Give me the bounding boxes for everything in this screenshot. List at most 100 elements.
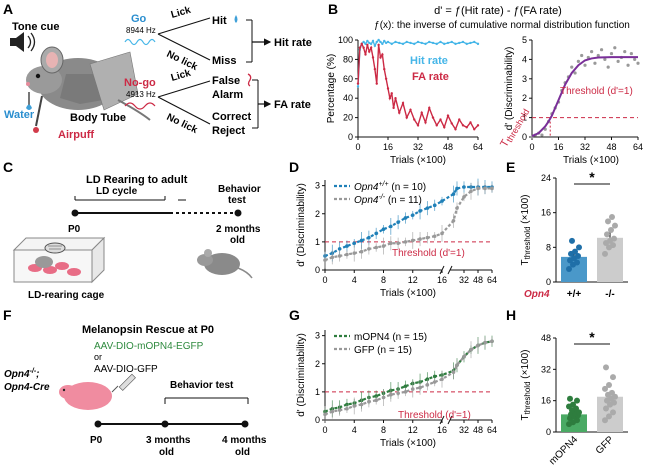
ld-rearing-cage (12, 236, 106, 284)
data-point (367, 247, 371, 251)
b2-threshold-label: Threshold (d'=1) (560, 86, 633, 97)
data-point (410, 238, 415, 243)
data-point (368, 50, 371, 53)
y-axis-label: Percentage (%) (326, 54, 337, 123)
y-tick-label: 0 (315, 415, 320, 425)
legend-entry: GFP (n = 15) (354, 345, 412, 356)
data-point (384, 77, 388, 81)
airpuff-nozzle (33, 95, 43, 133)
y-tick-label: 0 (348, 132, 353, 142)
x-tick-label: 48 (473, 425, 483, 435)
data-point (405, 40, 408, 44)
data-point (446, 114, 450, 117)
data-point (432, 234, 437, 239)
data-point (352, 404, 357, 408)
y-tick-label: 100 (338, 35, 353, 45)
data-point (373, 44, 377, 48)
data-point (606, 413, 612, 420)
y-label-sub: threshold (523, 381, 532, 414)
data-point (394, 40, 397, 44)
data-point (432, 380, 437, 384)
data-point (476, 186, 480, 191)
mouse-genotype-line2: Opn4-Cre (4, 382, 50, 393)
mouse-genotype-suffix: ; (36, 369, 39, 380)
data-point (593, 61, 597, 65)
panel-letter-h: H (506, 307, 516, 323)
data-point (570, 401, 576, 408)
y-tick-label: 16 (541, 396, 551, 406)
correct-reject-label-1: Correct (212, 111, 251, 123)
airpuff-icon (247, 73, 252, 87)
rescue-start-dot (94, 420, 102, 428)
data-point (367, 399, 371, 404)
data-point (580, 53, 584, 58)
data-point (362, 46, 365, 49)
data-point (451, 370, 456, 374)
data-point (396, 241, 400, 246)
significance-star: * (589, 169, 595, 185)
panel-letter-c: C (3, 159, 13, 175)
data-point (490, 339, 494, 344)
data-point (575, 253, 581, 259)
data-point (566, 266, 572, 272)
data-point (440, 199, 444, 203)
data-point (381, 53, 384, 56)
y-tick-label: 2 (522, 93, 527, 103)
data-point (352, 251, 357, 255)
data-point (375, 40, 378, 44)
data-point (606, 382, 612, 388)
y-tick-label: 3 (522, 74, 527, 84)
data-point (410, 213, 415, 217)
data-point (383, 39, 386, 43)
x-tick-label: 32 (459, 425, 469, 435)
data-point (356, 85, 360, 88)
chart-t-threshold-rescue: 0 16 32 48 Tthreshold (×100) mOPN4 GFP * (520, 329, 628, 466)
data-point (366, 39, 369, 43)
data-point (439, 40, 442, 44)
x-tick-label: mOPN4 (547, 434, 580, 466)
data-point (364, 42, 367, 46)
data-point (633, 57, 637, 62)
data-point (469, 121, 472, 124)
legend-n: (n = 15) (374, 345, 412, 356)
x-tick-label: 32 (580, 142, 590, 152)
data-point (455, 206, 459, 210)
data-point (469, 347, 473, 352)
data-point (476, 42, 480, 46)
nogo-waveform (124, 102, 156, 110)
data-point (392, 106, 395, 110)
x-tick-label: 32 (413, 142, 423, 152)
data-point (413, 118, 416, 121)
two-months-old-label: old (230, 235, 245, 246)
x-tick-label: 16 (553, 142, 563, 152)
mouse-genotype-line1: Opn4-/-; (4, 368, 40, 380)
data-point (425, 383, 430, 387)
x-tick-label: 16 (437, 425, 447, 435)
panel-letter-e: E (506, 159, 515, 175)
data-point (540, 133, 544, 137)
data-point (359, 402, 364, 407)
y-tick-label: 1 (315, 387, 320, 397)
rescue-end-dot (241, 420, 249, 428)
data-point (465, 126, 468, 129)
y-tick-label: 1 (522, 113, 527, 123)
miss-label: Miss (212, 55, 236, 67)
data-point (603, 57, 607, 62)
data-point (381, 244, 386, 248)
data-point (383, 67, 386, 71)
ld-end-dot (234, 209, 242, 217)
x-tick-label: 0 (322, 275, 327, 285)
data-point (377, 43, 380, 47)
y-tick-label: 0 (315, 265, 320, 275)
data-point (603, 405, 609, 412)
x-tick-label: 32 (459, 275, 469, 285)
data-point (374, 245, 378, 250)
y-label-sub: threshold (523, 226, 532, 259)
cage-label: LD-rearing cage (28, 290, 105, 301)
data-point (418, 237, 422, 241)
data-point (616, 59, 620, 63)
data-point (608, 227, 614, 233)
data-point (451, 218, 456, 223)
legend-gene: Opn4 (354, 195, 379, 206)
